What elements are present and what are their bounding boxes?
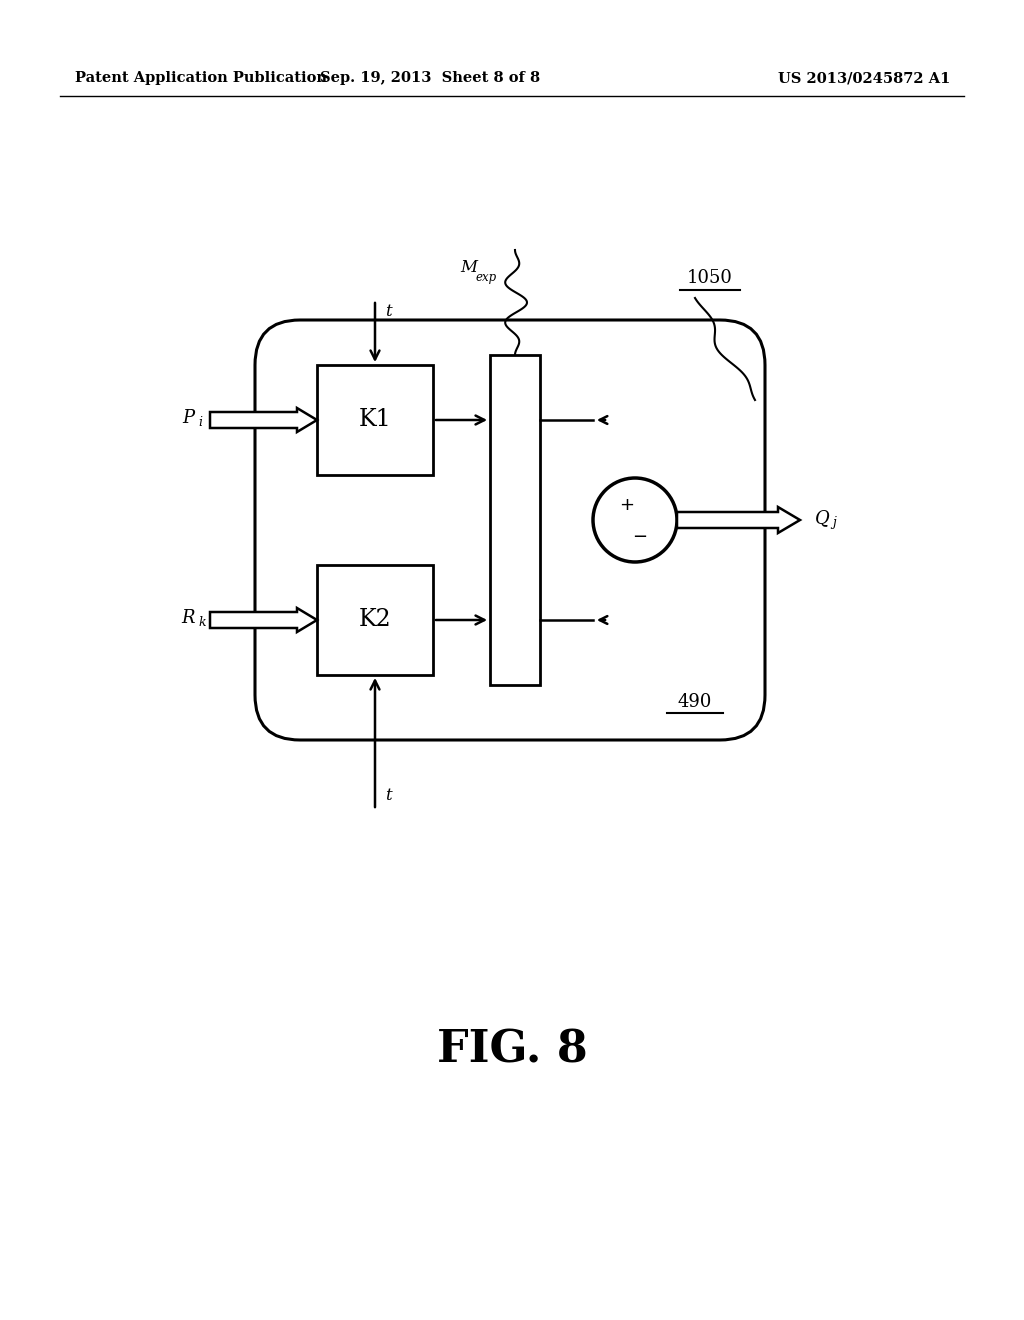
FancyBboxPatch shape	[490, 355, 540, 685]
FancyBboxPatch shape	[317, 366, 433, 475]
Text: Patent Application Publication: Patent Application Publication	[75, 71, 327, 84]
Text: FIG. 8: FIG. 8	[436, 1028, 588, 1072]
Polygon shape	[210, 408, 317, 432]
FancyBboxPatch shape	[317, 565, 433, 675]
Text: K1: K1	[358, 408, 391, 432]
Polygon shape	[210, 609, 317, 632]
Text: k: k	[198, 616, 206, 630]
Polygon shape	[677, 507, 800, 533]
Text: M: M	[460, 260, 477, 276]
Text: P: P	[182, 409, 195, 426]
Text: US 2013/0245872 A1: US 2013/0245872 A1	[777, 71, 950, 84]
Text: +: +	[620, 496, 635, 513]
FancyBboxPatch shape	[255, 319, 765, 741]
Text: i: i	[198, 416, 202, 429]
Text: Q: Q	[815, 510, 829, 527]
Text: exp: exp	[476, 271, 497, 284]
Circle shape	[593, 478, 677, 562]
Text: 1050: 1050	[687, 269, 733, 286]
Text: K2: K2	[358, 609, 391, 631]
Text: t: t	[385, 787, 391, 804]
Text: Sep. 19, 2013  Sheet 8 of 8: Sep. 19, 2013 Sheet 8 of 8	[319, 71, 540, 84]
Text: R: R	[181, 609, 195, 627]
Text: j: j	[831, 516, 836, 529]
Text: 490: 490	[678, 693, 712, 711]
Text: −: −	[633, 528, 647, 546]
Text: t: t	[385, 304, 391, 321]
